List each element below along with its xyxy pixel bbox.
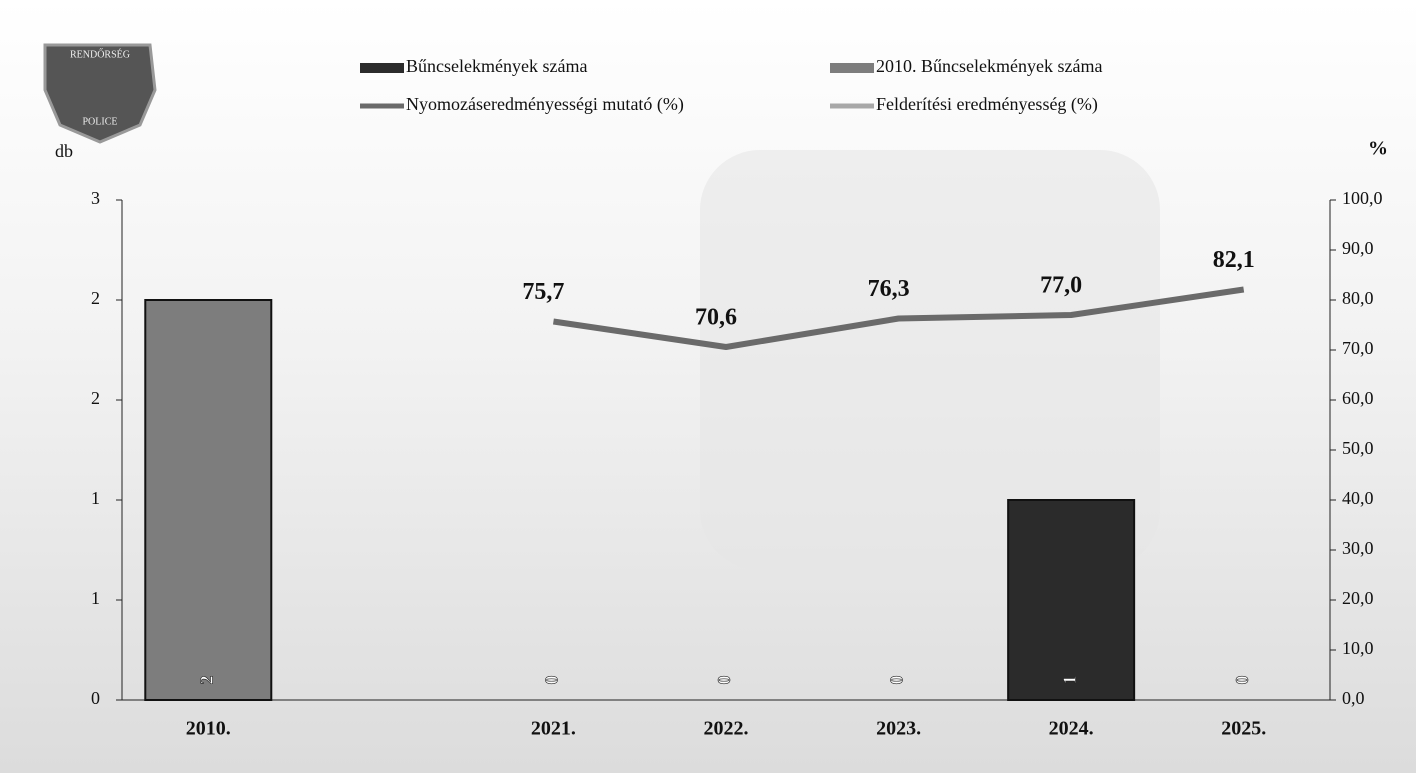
legend-swatch	[360, 63, 404, 73]
x-tick-label: 2022.	[704, 718, 749, 740]
y2-tick-label: 30,0	[1342, 538, 1374, 558]
legend-swatch	[830, 63, 874, 73]
y2-tick-label: 0,0	[1342, 688, 1365, 708]
y-tick-label: 0	[91, 688, 100, 708]
legend-label: Felderítési eredményesség (%)	[876, 94, 1098, 115]
line-value-label: 82,1	[1213, 247, 1255, 273]
x-tick-label: 2010.	[186, 718, 231, 740]
y-tick-label: 1	[91, 488, 100, 508]
logo-bottom: POLICE	[83, 116, 118, 127]
bar-value-label: 1	[1059, 676, 1079, 685]
line-value-label: 75,7	[522, 279, 564, 305]
y2-tick-label: 70,0	[1342, 338, 1374, 358]
logo: RENDŐRSÉG POLICE	[43, 43, 157, 144]
x-tick-label: 2024.	[1049, 718, 1094, 740]
x-tick-label: 2021.	[531, 718, 576, 740]
legend-label: Bűncselekmények száma	[406, 56, 587, 76]
y2-tick-label: 80,0	[1342, 288, 1374, 308]
y-tick-label: 2	[91, 288, 100, 308]
line	[552, 286, 1245, 350]
y2-tick-label: 90,0	[1342, 238, 1374, 258]
logo-top: RENDŐRSÉG	[70, 48, 130, 60]
line-value-label: 76,3	[868, 276, 910, 302]
bar-value-label: 0	[714, 676, 734, 685]
bar-value-label: 0	[1232, 676, 1252, 685]
bar-value-label: 0	[887, 676, 907, 685]
bar-value-label: 0	[542, 676, 562, 685]
y2-tick-label: 20,0	[1342, 588, 1374, 608]
bar	[144, 299, 273, 701]
y2-tick-label: 100,0	[1342, 188, 1383, 208]
bar	[1007, 499, 1136, 701]
line-value-label: 70,6	[695, 305, 737, 331]
y2-tick-label: 10,0	[1342, 638, 1374, 658]
logo-shield	[43, 43, 157, 144]
y2-tick-label: 40,0	[1342, 488, 1374, 508]
legend-label: 2010. Bűncselekmények száma	[876, 56, 1102, 76]
line-value-label: 77,0	[1040, 273, 1082, 299]
building-backdrop	[700, 150, 1160, 570]
y2-axis-label: %	[1368, 138, 1388, 160]
y2-tick-label: 50,0	[1342, 438, 1374, 458]
x-tick-label: 2025.	[1221, 718, 1266, 740]
y-tick-label: 1	[91, 588, 100, 608]
y-tick-label: 3	[91, 188, 100, 208]
legend-label: Nyomozáseredményességi mutató (%)	[406, 94, 684, 115]
x-tick-label: 2023.	[876, 718, 921, 740]
y-tick-label: 2	[91, 388, 100, 408]
y2-tick-label: 60,0	[1342, 388, 1374, 408]
y-axis-label: db	[55, 141, 73, 161]
bar-value-label: 2	[196, 676, 216, 685]
